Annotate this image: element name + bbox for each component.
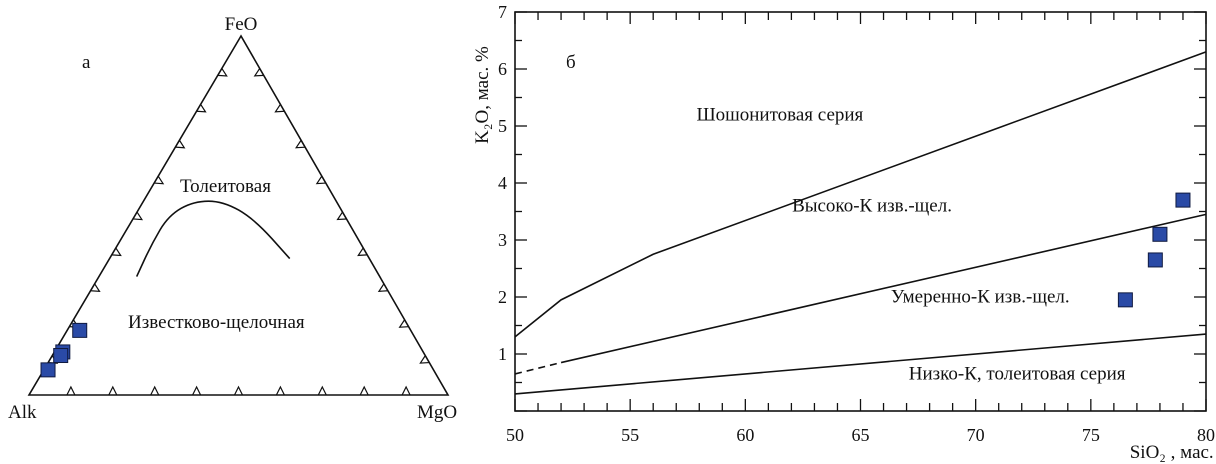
ternary-tick-mark (274, 104, 285, 113)
y-tick-labels: 1 2 3 4 5 6 7 (498, 2, 507, 364)
vertex-label-feo: FeO (225, 14, 258, 35)
vertex-label-mgo: MgO (417, 402, 457, 423)
ternary-points (40, 322, 88, 378)
panel-label-a: а (82, 52, 91, 73)
ternary-tick-mark (317, 385, 327, 396)
y-tick-label: 1 (498, 344, 507, 364)
x-tick-label: 50 (506, 425, 524, 445)
y-axis-label: K₂O, мас. % (472, 46, 493, 144)
x-tick-label: 80 (1197, 425, 1215, 445)
ternary-boundary-curve (135, 200, 291, 277)
y-tick-label: 5 (498, 116, 507, 136)
x-tick-label: 65 (852, 425, 870, 445)
ternary-tick-mark (295, 139, 306, 149)
ternary-tick-mark (111, 247, 122, 257)
x-tick-label: 70 (967, 425, 985, 445)
y-tick-label: 4 (498, 173, 507, 193)
ternary-tick-mark (357, 247, 368, 257)
ternary-tick-mark (66, 385, 76, 396)
ternary-tick-mark (196, 104, 207, 113)
x-tick-label: 60 (736, 425, 754, 445)
k2o-data-point (1147, 252, 1163, 268)
boundary-line (514, 333, 1207, 395)
ternary-tick-mark (359, 385, 369, 396)
region-labels: Шошонитовая серия Высоко-К изв.-щел. Умере… (696, 104, 1125, 384)
ternary-tick-mark (108, 385, 118, 396)
vertex-label-alk: Alk (8, 402, 37, 423)
ternary-tick-mark (90, 283, 101, 293)
x-tick-labels: 50 55 60 65 70 75 80 (506, 425, 1215, 445)
y-axis-ticks (515, 11, 1206, 412)
ternary-tick-mark (175, 139, 186, 149)
k2o-sio2-chart: 50 55 60 65 70 75 80 1 2 3 4 5 6 7 Шошонитовая серия… (472, 2, 1216, 463)
x-axis-label: SiO₂ , мас. % (1130, 442, 1216, 463)
series-region-label: Высоко-К изв.-щел. (792, 196, 952, 217)
k2o-points (1117, 192, 1191, 308)
k2o-data-point (1152, 226, 1168, 242)
k2o-data-point (1117, 292, 1133, 308)
ternary-data-point (72, 322, 88, 338)
ternary-tick-mark (154, 175, 165, 185)
y-tick-label: 3 (498, 230, 507, 250)
ternary-tick-mark (275, 385, 285, 396)
x-tick-label: 55 (621, 425, 639, 445)
ternary-ticks (48, 68, 430, 396)
ternary-data-point (53, 348, 69, 364)
panel-label-b: б (566, 52, 576, 73)
ternary-tick-mark (419, 355, 430, 364)
k2o-data-point (1175, 192, 1191, 208)
ternary-tick-mark (192, 385, 202, 396)
boundary-line (560, 213, 1207, 364)
ternary-tick-mark (377, 283, 388, 292)
boundary-line (514, 51, 1207, 338)
ternary-tick-mark (253, 68, 264, 77)
region-label-tholeiitic: Толеитовая (180, 176, 271, 197)
series-boundaries (514, 51, 1207, 395)
y-tick-label: 7 (498, 2, 507, 22)
series-region-label: Умеренно-К изв.-щел. (891, 287, 1070, 308)
ternary-tick-mark (217, 68, 228, 77)
boundary-line-dashed (514, 361, 562, 375)
ternary-tick-mark (132, 211, 144, 221)
ternary-tick-mark (315, 175, 326, 185)
ternary-diagram: FeO Alk MgO а Толеитовая Известково-щело… (8, 14, 457, 423)
ternary-triangle (27, 34, 450, 396)
ternary-tick-mark (150, 385, 160, 396)
x-axis-ticks (514, 12, 1207, 411)
ternary-tick-mark (233, 385, 244, 396)
y-tick-label: 2 (498, 287, 507, 307)
x-tick-label: 75 (1082, 425, 1100, 445)
ternary-data-point (40, 362, 56, 378)
ternary-tick-mark (336, 211, 347, 221)
y-tick-label: 6 (498, 59, 507, 79)
series-region-label: Низко-К, толеитовая серия (909, 364, 1126, 385)
series-region-label: Шошонитовая серия (696, 104, 863, 125)
ternary-tick-mark (398, 319, 409, 328)
ternary-tick-mark (401, 385, 411, 396)
region-label-calc-alkaline: Известково-щелочная (128, 312, 305, 333)
